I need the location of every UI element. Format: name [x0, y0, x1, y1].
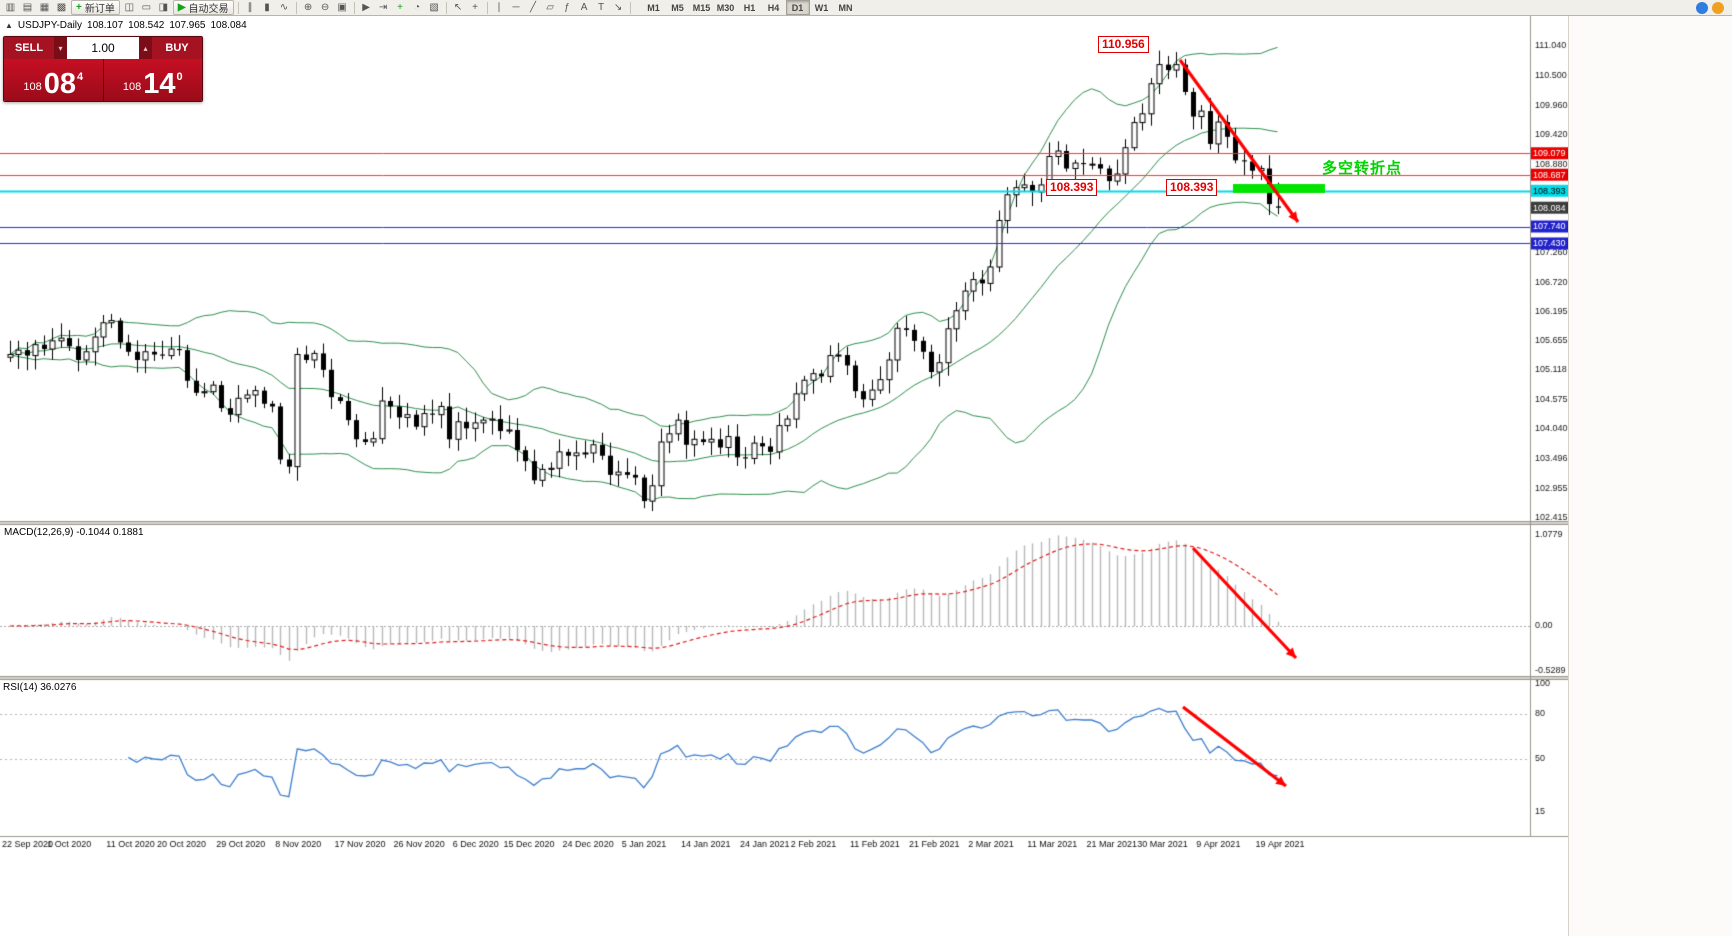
support-price-annotation-2: 108.393: [1166, 179, 1218, 196]
volume-decrease-button[interactable]: ▾: [54, 37, 67, 59]
channel-tool-icon[interactable]: ▱: [546, 2, 554, 13]
top-toolbar: ▥ ▤ ▦ ▩ + 新订单 ◫ ▭ ◨ ▶ 自动交易 ∥ ▮ ∿ ⊕ ⊖ ▣ ▶ ⇥ + ◔ ▧ ↖ + ∣ ─ ╱ ▱ ƒ A T ↘ M1 M…: [0, 0, 1732, 16]
sell-price-display[interactable]: 108 08 4: [4, 59, 104, 101]
timeframe-m15[interactable]: M15: [692, 2, 711, 13]
auto-trading-button[interactable]: ▶ 自动交易: [172, 0, 234, 15]
toolbar-separator: [353, 1, 355, 14]
ohlc-high: 108.542: [128, 20, 165, 31]
sell-price-prefix: 108: [23, 81, 42, 93]
peak-price-annotation: 110.956: [1098, 36, 1149, 53]
vertical-line-tool-icon[interactable]: ∣: [496, 2, 502, 13]
volume-input[interactable]: 1.00: [67, 37, 139, 59]
sell-price-big: 08: [43, 67, 76, 100]
horizontal-line-tool-icon[interactable]: ─: [512, 2, 520, 13]
buy-button[interactable]: BUY: [152, 37, 202, 59]
sell-button[interactable]: SELL: [4, 37, 54, 59]
buy-price-display[interactable]: 108 14 0: [104, 59, 203, 101]
toolbar-separator: [295, 1, 297, 14]
bar-chart-mode-icon[interactable]: ∥: [247, 2, 253, 13]
text-label-tool-icon[interactable]: T: [597, 2, 605, 13]
market-watch-icon[interactable]: ▥: [5, 2, 16, 13]
community-button[interactable]: [1712, 2, 1724, 14]
text-tool-icon[interactable]: A: [580, 2, 588, 13]
timeframe-h4[interactable]: H4: [767, 2, 780, 13]
crosshair-tool-icon[interactable]: +: [472, 2, 478, 13]
toolbar-separator: [486, 1, 488, 14]
strategy-tester-icon[interactable]: ▭: [141, 2, 152, 13]
auto-scroll-icon[interactable]: ▶: [362, 2, 370, 13]
chart-shift-icon[interactable]: ⇥: [378, 2, 388, 13]
sell-price-pip: 4: [77, 71, 84, 83]
timeframe-h1[interactable]: H1: [743, 2, 756, 13]
ohlc-open: 108.107: [87, 20, 124, 31]
turning-point-label: 多空转折点: [1322, 160, 1403, 177]
templates-icon[interactable]: ▧: [429, 2, 439, 13]
new-chart-icon[interactable]: ◨: [158, 2, 169, 13]
toolbar-separator: [629, 1, 631, 14]
timeframe-mn[interactable]: MN: [838, 2, 853, 13]
arrow-tool-icon[interactable]: ↘: [613, 2, 623, 13]
support-price-annotation-1: 108.393: [1046, 179, 1098, 196]
ohlc-low: 107.965: [169, 20, 206, 31]
toolbar-separator: [237, 1, 239, 14]
symbol-name: USDJPY-Daily: [17, 20, 83, 31]
symbol-marker-icon: ▲: [5, 21, 13, 30]
timeframe-d1[interactable]: D1: [785, 0, 810, 15]
line-chart-mode-icon[interactable]: ∿: [279, 2, 289, 13]
candlestick-mode-icon[interactable]: ▮: [264, 2, 270, 13]
timeframe-m1[interactable]: M1: [647, 2, 660, 13]
ohlc-close: 108.084: [210, 20, 247, 31]
navigator-icon[interactable]: ▦: [39, 2, 50, 13]
search-button[interactable]: [1696, 2, 1708, 14]
chart-ohlc-header: ▲ USDJPY-Daily 108.107 108.542 107.965 1…: [5, 20, 247, 31]
toolbar-separator: [445, 1, 447, 14]
right-gutter: [1568, 16, 1732, 936]
chart-canvas[interactable]: [0, 16, 1568, 936]
periods-icon[interactable]: ◔: [414, 2, 421, 13]
buy-price-big: 14: [143, 67, 176, 100]
buy-price-pip: 0: [176, 71, 183, 83]
tile-windows-icon[interactable]: ▣: [337, 2, 347, 13]
metaeditor-icon[interactable]: ◫: [124, 2, 135, 13]
cursor-tool-icon[interactable]: ↖: [453, 2, 463, 13]
timeframe-w1[interactable]: W1: [814, 2, 829, 13]
indicators-icon[interactable]: +: [397, 2, 403, 13]
new-order-button[interactable]: + 新订单: [71, 0, 120, 15]
fibonacci-tool-icon[interactable]: ƒ: [564, 2, 570, 13]
terminal-icon[interactable]: ▩: [56, 2, 67, 13]
data-window-icon[interactable]: ▤: [22, 2, 33, 13]
trendline-tool-icon[interactable]: ╱: [530, 2, 537, 13]
one-click-trade-panel: SELL ▾ 1.00 ▴ BUY 108 08 4 108 14 0: [3, 36, 203, 102]
timeframe-m30[interactable]: M30: [716, 2, 735, 13]
buy-price-prefix: 108: [122, 81, 142, 93]
zoom-in-icon[interactable]: ⊕: [303, 2, 313, 13]
volume-increase-button[interactable]: ▴: [139, 37, 152, 59]
timeframe-m5[interactable]: M5: [671, 2, 684, 13]
zoom-out-icon[interactable]: ⊖: [320, 2, 330, 13]
